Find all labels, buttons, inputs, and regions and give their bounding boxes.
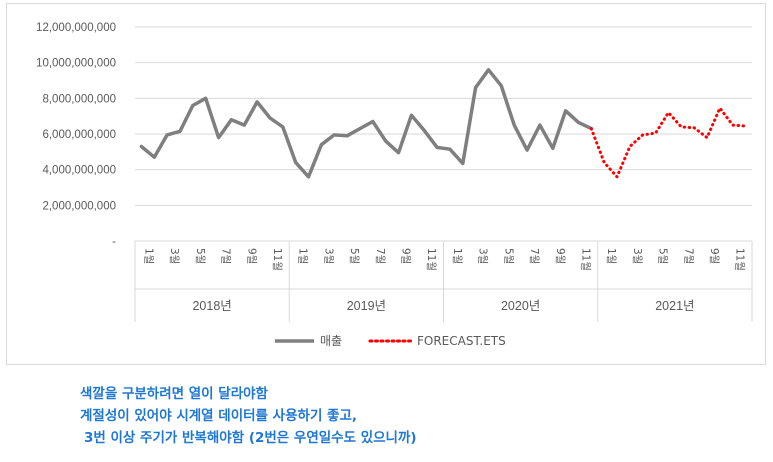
month-tick-label: 11월 [271, 248, 283, 271]
month-tick-label: 3월 [168, 248, 180, 264]
month-tick-label: 7월 [528, 248, 540, 264]
month-tick-label: 3월 [477, 248, 489, 264]
y-tick-label: 6,000,000,000 [42, 129, 116, 141]
y-tick-label: 12,000,000,000 [36, 22, 116, 34]
year-label: 2018년 [192, 299, 231, 313]
month-tick-label: 1월 [451, 248, 463, 264]
month-tick-label: 1월 [605, 248, 617, 264]
month-tick-label: 9월 [400, 248, 412, 264]
year-label: 2021년 [655, 299, 694, 313]
y-tick-label: 4,000,000,000 [42, 165, 116, 177]
month-tick-label: 5월 [348, 248, 360, 264]
month-tick-label: 5월 [502, 248, 514, 264]
month-tick-label: 9월 [245, 248, 257, 264]
y-tick-label: - [112, 236, 116, 248]
month-tick-label: 7월 [220, 248, 232, 264]
month-tick-label: 5월 [194, 248, 206, 264]
line-chart: 12,000,000,000 10,000,000,000 8,000,000,00… [36, 22, 753, 348]
month-tick-label: 11월 [579, 248, 591, 271]
year-label: 2020년 [501, 299, 540, 313]
month-tick-label: 7월 [374, 248, 386, 264]
month-tick-label: 5월 [657, 248, 669, 264]
month-tick-label: 1월 [142, 248, 154, 264]
annotation-notes: 색깔을 구분하려면 열이 달라야함 계절성이 있어야 시계열 데이터를 사용하기… [80, 383, 417, 449]
month-tick-label: 11월 [425, 248, 437, 271]
month-tick-label: 7월 [682, 248, 694, 264]
note-line-3: 3번 이상 주기가 반복해야함 (2번은 우연일수도 있으니까) [84, 430, 417, 446]
month-tick-label: 11월 [734, 248, 746, 271]
month-tick-label: 3월 [322, 248, 334, 264]
y-tick-label: 2,000,000,000 [42, 200, 116, 212]
chart-area: 12,000,000,000 10,000,000,000 8,000,000,00… [6, 3, 766, 365]
month-tick-label: 3월 [631, 248, 643, 264]
month-tick-label: 1월 [297, 248, 309, 264]
month-tick-label: 9월 [708, 248, 720, 264]
y-tick-label: 10,000,000,000 [36, 58, 116, 70]
note-line-2: 계절성이 있어야 시계열 데이터를 사용하기 좋고, [80, 408, 358, 424]
series-line-forecast [589, 106, 748, 179]
note-line-1: 색깔을 구분하려면 열이 달라야함 [80, 386, 268, 402]
legend-label-sales: 매출 [320, 334, 342, 348]
series-line-sales [139, 68, 594, 179]
legend-label-forecast: FORECAST.ETS [417, 334, 506, 348]
month-tick-label: 9월 [554, 248, 566, 264]
y-tick-label: 8,000,000,000 [42, 93, 116, 105]
year-label: 2019년 [347, 299, 386, 313]
